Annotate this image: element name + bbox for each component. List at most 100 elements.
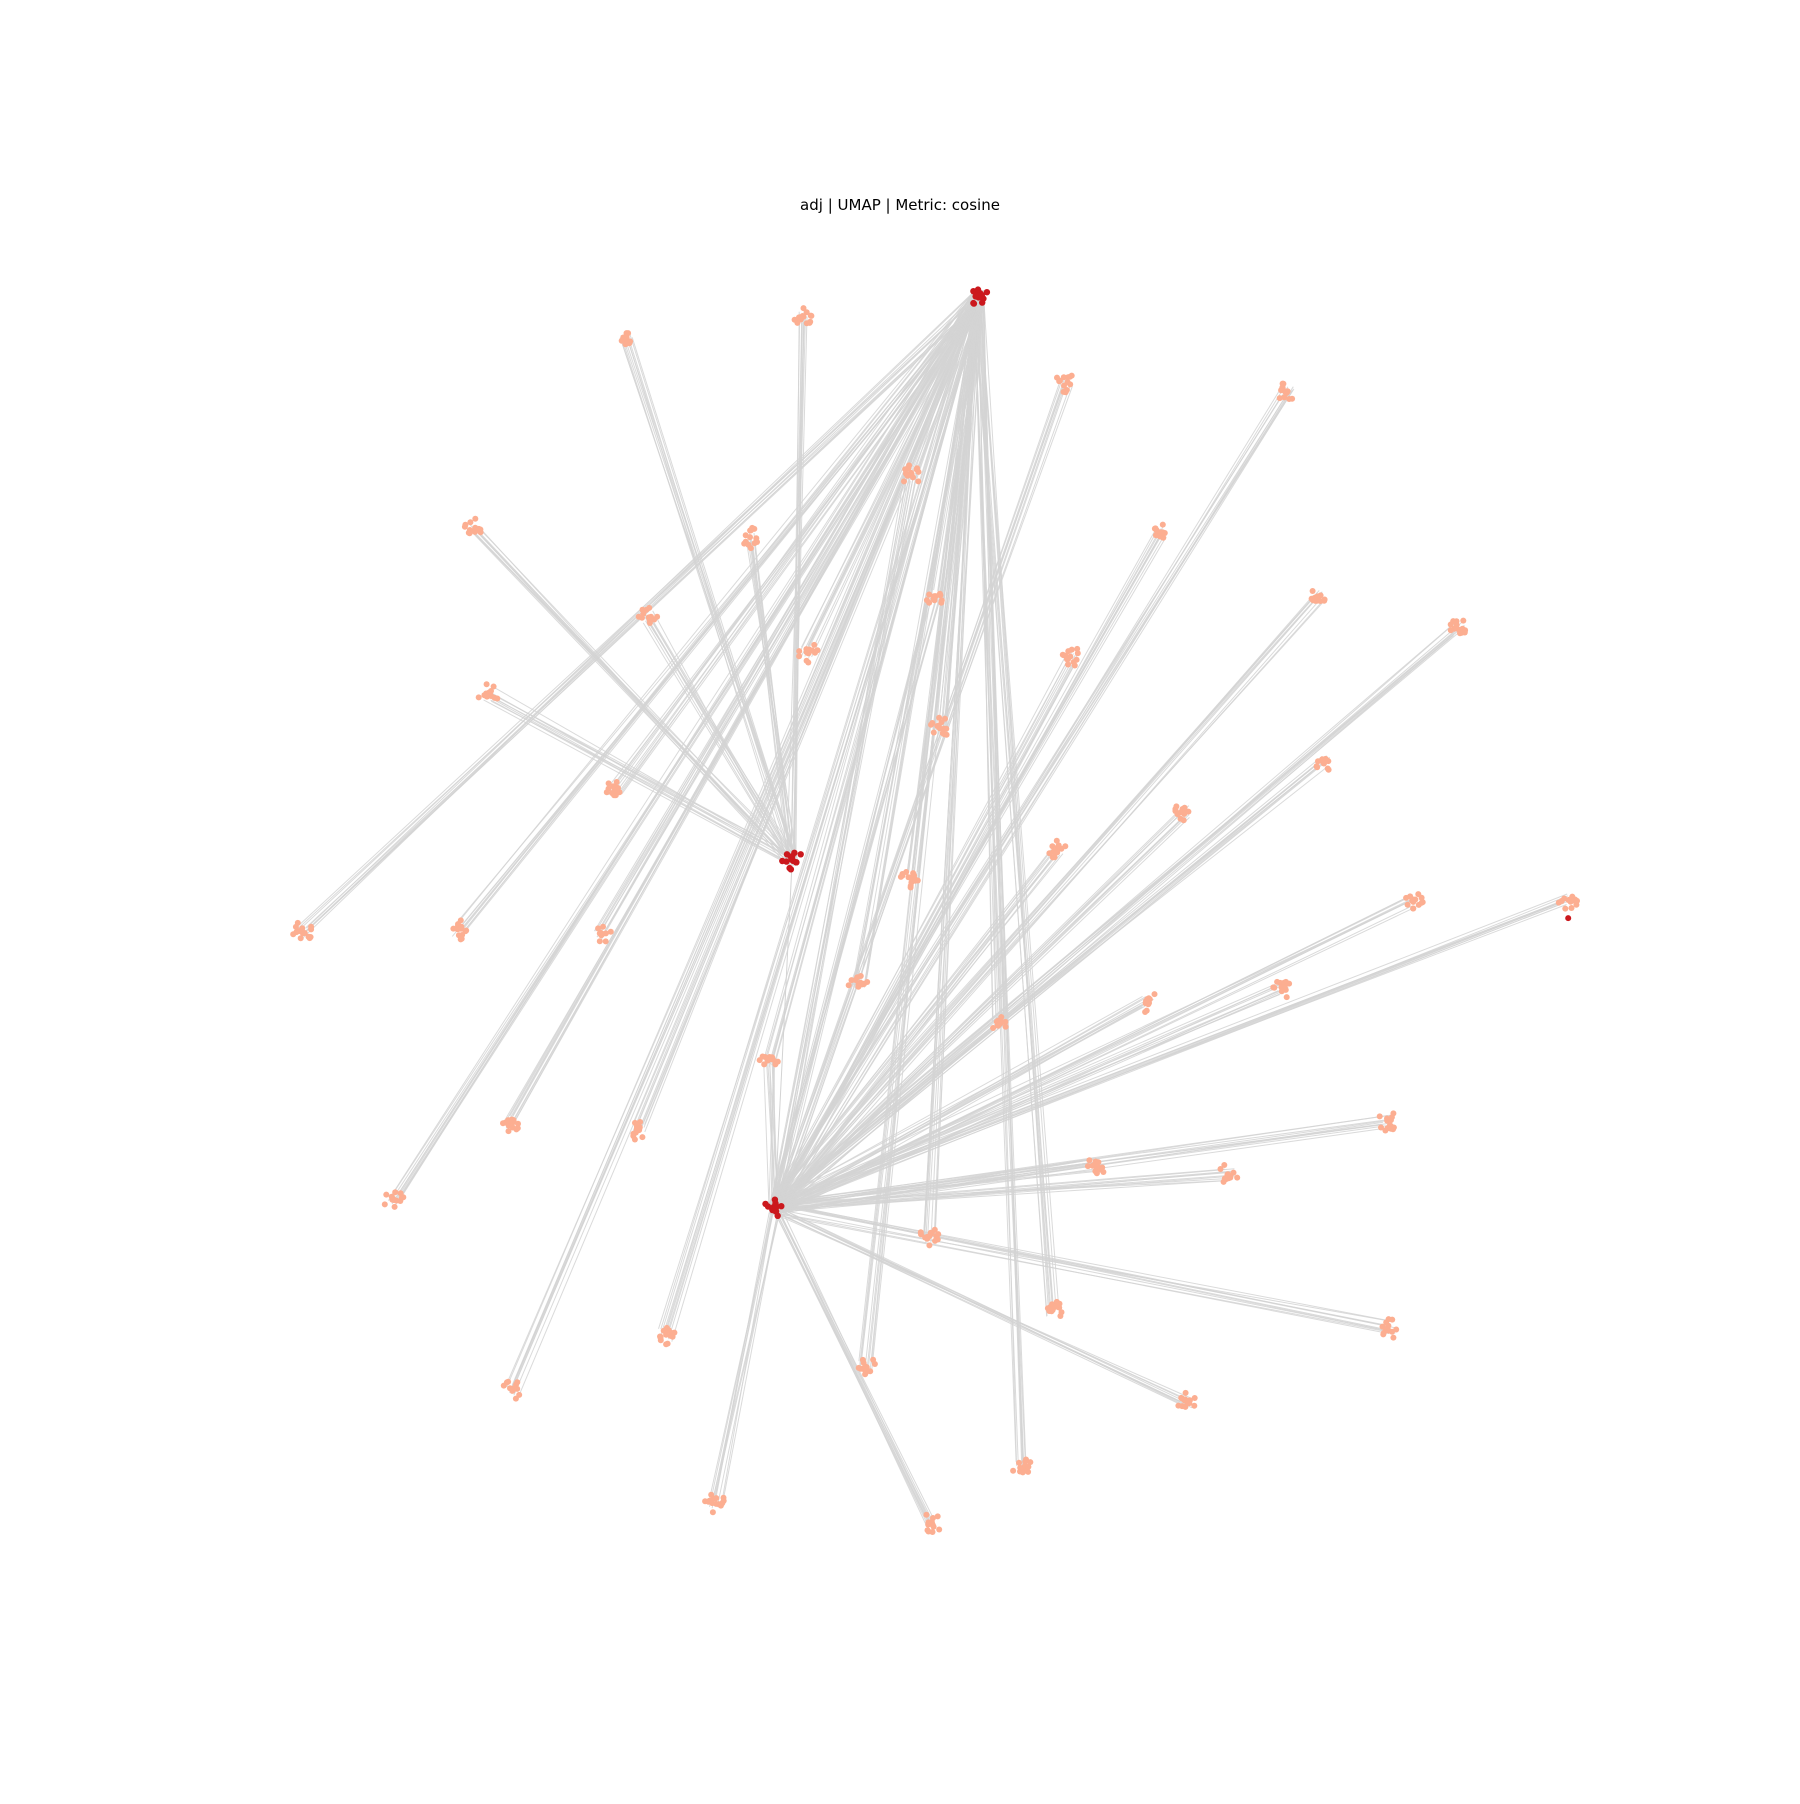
leaf-node-cluster	[1175, 1389, 1198, 1410]
leaf-node	[461, 523, 468, 530]
leaf-node	[708, 1491, 715, 1498]
leaf-node	[807, 312, 814, 319]
graph-edge	[776, 763, 1319, 1208]
leaf-node	[1010, 1467, 1017, 1474]
graph-edge	[775, 1169, 1103, 1203]
graph-edge	[751, 542, 797, 858]
leaf-node	[472, 515, 479, 522]
leaf-node	[602, 938, 609, 945]
graph-edge	[769, 1203, 1391, 1327]
graph-edge	[973, 299, 1019, 1466]
leaf-node	[1453, 622, 1460, 628]
graph-edge	[780, 850, 1052, 1207]
graph-edge	[613, 290, 982, 787]
leaf-node	[1274, 978, 1281, 985]
graph-edge	[472, 532, 790, 864]
graph-edge	[770, 893, 1568, 1205]
leaf-node	[941, 725, 947, 732]
graph-edge	[770, 659, 1069, 1203]
leaf-node	[654, 613, 661, 620]
graph-edge	[771, 1168, 1235, 1209]
graph-edge	[770, 1065, 774, 1209]
leaf-node	[1065, 374, 1071, 381]
leaf-node	[1049, 843, 1056, 850]
hub-node	[786, 864, 793, 872]
leaf-node	[1180, 817, 1187, 824]
leaf-node	[663, 1324, 670, 1331]
leaf-node-cluster	[630, 1119, 646, 1143]
leaf-node	[902, 470, 909, 477]
leaf-node	[1412, 896, 1419, 903]
leaf-node	[1271, 984, 1278, 991]
leaf-node-cluster	[1172, 803, 1192, 824]
graph-edge	[979, 300, 1060, 1307]
leaf-node	[1086, 1157, 1093, 1164]
graph-edge	[768, 593, 931, 1211]
graph-edge	[771, 904, 1567, 1208]
leaf-node	[635, 613, 642, 620]
leaf-node	[610, 783, 616, 790]
leaf-node	[1378, 1124, 1384, 1131]
leaf-node	[1276, 395, 1283, 402]
graph-edge	[774, 859, 793, 1209]
leaf-node	[713, 1500, 720, 1507]
leaf-node	[1100, 1169, 1107, 1175]
graph-edge	[779, 1004, 1142, 1204]
leaf-node-cluster	[475, 681, 501, 702]
leaf-node	[930, 729, 937, 736]
graph-edge	[777, 804, 1186, 1206]
leaf-node	[1281, 983, 1288, 990]
graph-edge	[769, 599, 941, 1212]
leaf-node-cluster	[595, 923, 614, 945]
hub-node	[789, 857, 797, 864]
graph-edge	[770, 1204, 933, 1524]
leaf-node	[383, 1191, 390, 1198]
leaf-node	[630, 1130, 637, 1137]
graph-edge	[973, 298, 1026, 1465]
leaf-node	[926, 591, 933, 598]
graph-edge	[982, 291, 1050, 1314]
leaf-node	[1174, 811, 1181, 818]
leaf-node	[845, 982, 852, 989]
leaf-node	[772, 1061, 779, 1068]
leaf-node	[915, 468, 922, 475]
graph-edge	[977, 293, 994, 1020]
hub-node-cluster	[970, 286, 991, 307]
leaf-node	[1051, 848, 1057, 854]
graph-edge	[773, 757, 1331, 1214]
graph-edge	[389, 294, 975, 1198]
graph-edge	[665, 300, 982, 1337]
leaf-node	[1181, 804, 1188, 811]
graph-edge	[770, 470, 909, 1208]
leaf-node-cluster	[1059, 645, 1081, 669]
leaf-node	[613, 779, 620, 785]
leaf-node	[928, 721, 934, 728]
leaf-node	[938, 599, 945, 606]
graph-edge	[773, 386, 1073, 1208]
leaf-node	[1457, 630, 1463, 637]
leaf-node	[381, 1201, 388, 1208]
leaf-node	[1065, 661, 1071, 668]
leaf-node	[937, 592, 944, 599]
leaf-node	[663, 1331, 670, 1338]
leaf-node	[514, 1125, 521, 1132]
graph-edge	[770, 656, 1066, 1208]
leaf-node	[1182, 1403, 1189, 1410]
leaf-node	[926, 599, 933, 606]
leaf-node	[392, 1189, 399, 1196]
leaf-node	[1153, 527, 1160, 534]
leaf-node	[1558, 898, 1565, 904]
leaf-node	[475, 694, 482, 701]
graph-edge	[769, 1213, 1396, 1334]
graph-edge	[773, 1212, 1190, 1398]
graph-edge	[772, 1058, 779, 1207]
leaf-node-cluster	[657, 1324, 678, 1348]
graph-edge	[770, 381, 1062, 1213]
leaf-node	[602, 930, 609, 937]
leaf-node	[1404, 901, 1411, 908]
leaf-node	[1062, 843, 1069, 850]
leaf-node-cluster	[1376, 1110, 1397, 1134]
leaf-node	[1324, 765, 1331, 772]
leaf-node	[600, 923, 606, 930]
